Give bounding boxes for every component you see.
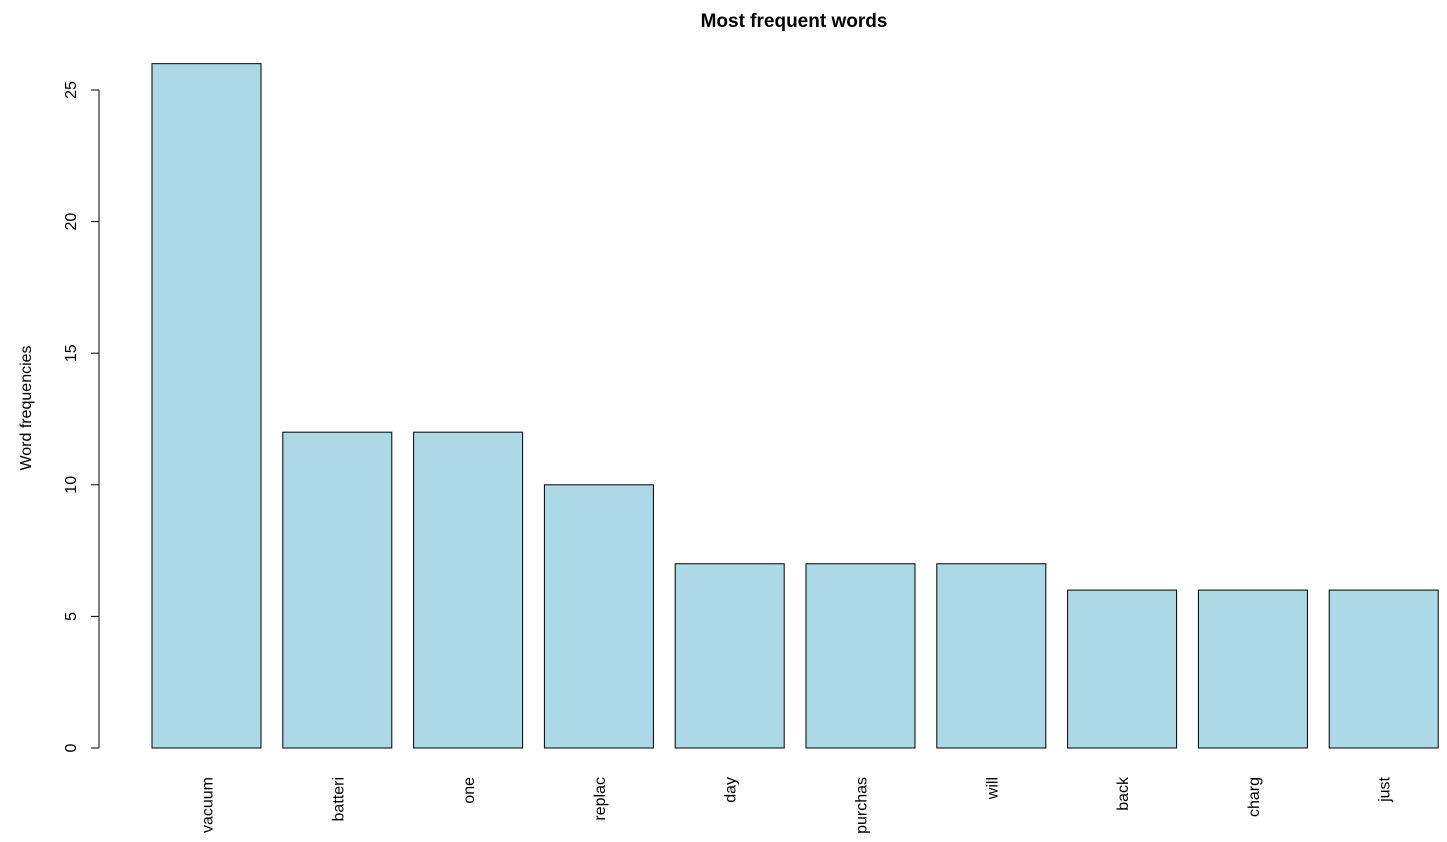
x-label-day: day [723,777,740,803]
y-axis-label: Word frequencies [18,345,35,470]
y-tick-label: 20 [63,213,80,231]
bar-vacuum [151,63,262,749]
y-tick-label: 25 [63,81,80,99]
y-tick-label: 10 [63,476,80,494]
chart-title: Most frequent words [701,11,888,32]
bar-one [413,431,524,749]
bar-replac [543,484,654,749]
bars-group [151,63,1439,749]
x-label-one: one [461,777,478,804]
bar-day [674,563,785,749]
x-label-vacuum: vacuum [200,777,217,833]
x-category-labels: vacuum batteri one replac day purchas will back… [200,776,1394,834]
y-tick-label: 0 [63,743,80,752]
x-label-will: will [984,777,1001,800]
x-label-replac: replac [592,777,609,821]
y-tick-label: 15 [63,344,80,362]
y-axis: 0 5 10 15 20 25 [63,81,100,752]
bar-just [1328,589,1439,749]
bar-batteri [282,431,393,749]
x-label-batteri: batteri [330,777,347,821]
bar-charg [1197,589,1308,749]
bar-will [936,563,1047,749]
bar-purchas [805,563,916,749]
x-label-back: back [1115,776,1132,811]
x-label-just: just [1377,776,1394,802]
x-label-charg: charg [1246,777,1263,817]
bar-back [1067,589,1178,749]
y-tick-label: 5 [63,612,80,621]
x-label-purchas: purchas [854,777,871,834]
